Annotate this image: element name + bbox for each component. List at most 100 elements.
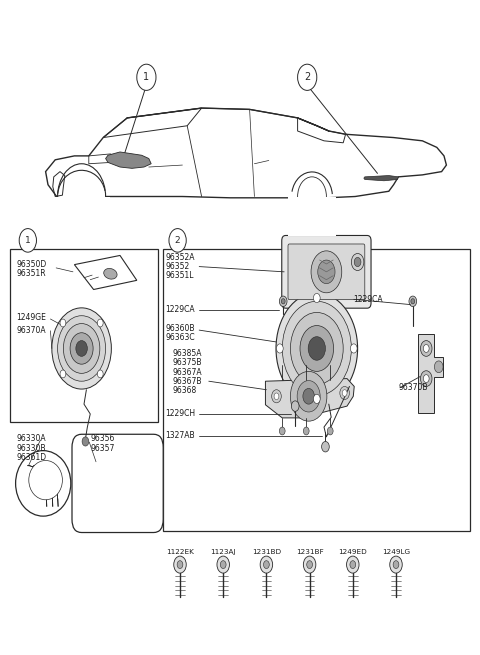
Text: 96370A: 96370A — [16, 326, 46, 335]
Circle shape — [70, 333, 93, 364]
Text: 1122EK: 1122EK — [166, 548, 194, 555]
Circle shape — [291, 401, 299, 411]
Text: 96361D: 96361D — [16, 453, 47, 462]
Circle shape — [409, 296, 417, 307]
Circle shape — [393, 561, 399, 569]
Circle shape — [260, 556, 273, 573]
Circle shape — [327, 427, 333, 435]
Circle shape — [282, 301, 351, 396]
Text: 1231BF: 1231BF — [296, 548, 324, 555]
Text: 1: 1 — [144, 72, 149, 83]
Polygon shape — [418, 334, 443, 413]
Circle shape — [303, 388, 314, 404]
Text: 96367B: 96367B — [173, 377, 202, 386]
Text: 96352: 96352 — [166, 262, 190, 271]
Bar — [10, 249, 158, 422]
Circle shape — [281, 299, 285, 304]
Text: 96350D: 96350D — [16, 260, 47, 269]
Circle shape — [276, 344, 283, 353]
Circle shape — [342, 390, 347, 396]
Circle shape — [307, 561, 312, 569]
Ellipse shape — [29, 460, 62, 500]
Circle shape — [272, 390, 281, 403]
Circle shape — [169, 229, 186, 252]
Circle shape — [390, 556, 402, 573]
Circle shape — [313, 293, 320, 303]
Circle shape — [420, 341, 432, 356]
Text: 96385A: 96385A — [173, 349, 202, 358]
Text: 1: 1 — [25, 236, 31, 245]
FancyBboxPatch shape — [72, 434, 163, 533]
Circle shape — [303, 427, 309, 435]
Text: 96330A: 96330A — [16, 434, 46, 443]
Circle shape — [350, 344, 357, 353]
Circle shape — [174, 556, 186, 573]
Circle shape — [58, 164, 106, 229]
Circle shape — [290, 312, 343, 384]
Text: 96367A: 96367A — [173, 367, 203, 377]
Circle shape — [318, 260, 335, 284]
Text: 96375B: 96375B — [173, 358, 202, 367]
Circle shape — [137, 64, 156, 90]
Circle shape — [60, 370, 66, 378]
Circle shape — [340, 386, 349, 400]
Text: 1249ED: 1249ED — [338, 548, 367, 555]
Text: 1231BD: 1231BD — [252, 548, 281, 555]
Circle shape — [411, 299, 415, 304]
Text: 96356: 96356 — [90, 434, 115, 443]
Text: 96370B: 96370B — [398, 383, 428, 392]
Text: 96330B: 96330B — [16, 443, 46, 453]
Text: 1229CA: 1229CA — [353, 295, 383, 304]
Circle shape — [279, 427, 285, 435]
Circle shape — [298, 64, 317, 90]
Circle shape — [58, 316, 106, 381]
Circle shape — [52, 308, 111, 389]
Ellipse shape — [104, 269, 117, 279]
Bar — [163, 249, 470, 531]
Circle shape — [303, 556, 316, 573]
Circle shape — [177, 561, 183, 569]
Circle shape — [97, 370, 103, 378]
Text: 1229CA: 1229CA — [166, 305, 195, 314]
Circle shape — [217, 556, 229, 573]
Text: 96360B: 96360B — [166, 324, 195, 333]
Text: 2: 2 — [175, 236, 180, 245]
Circle shape — [60, 319, 66, 327]
Circle shape — [434, 361, 443, 373]
Text: 1249LG: 1249LG — [382, 548, 410, 555]
Circle shape — [220, 561, 226, 569]
Circle shape — [300, 326, 334, 371]
Text: 1123AJ: 1123AJ — [210, 548, 236, 555]
Circle shape — [19, 229, 36, 252]
Circle shape — [311, 251, 342, 293]
Circle shape — [423, 345, 429, 352]
Circle shape — [423, 375, 429, 383]
Polygon shape — [364, 176, 398, 181]
Ellipse shape — [15, 451, 71, 516]
Circle shape — [420, 371, 432, 386]
Polygon shape — [106, 152, 151, 168]
Circle shape — [322, 441, 329, 452]
Circle shape — [264, 561, 269, 569]
FancyBboxPatch shape — [282, 236, 371, 309]
Text: 96368: 96368 — [173, 386, 197, 395]
Bar — [55, 196, 110, 236]
Text: 1249GE: 1249GE — [16, 313, 46, 322]
Circle shape — [274, 393, 279, 400]
Circle shape — [76, 341, 87, 356]
Text: 96352A: 96352A — [166, 253, 195, 262]
Text: 2: 2 — [304, 72, 311, 83]
Text: 1229CH: 1229CH — [166, 409, 196, 419]
Circle shape — [82, 437, 89, 446]
Circle shape — [313, 394, 320, 403]
Circle shape — [351, 253, 364, 271]
Text: 96357: 96357 — [90, 443, 115, 453]
Circle shape — [297, 381, 320, 412]
Circle shape — [347, 556, 359, 573]
Circle shape — [350, 561, 356, 569]
Text: 96363C: 96363C — [166, 333, 195, 342]
Bar — [288, 196, 336, 236]
Circle shape — [298, 177, 326, 216]
Polygon shape — [265, 379, 354, 418]
Circle shape — [97, 319, 103, 327]
